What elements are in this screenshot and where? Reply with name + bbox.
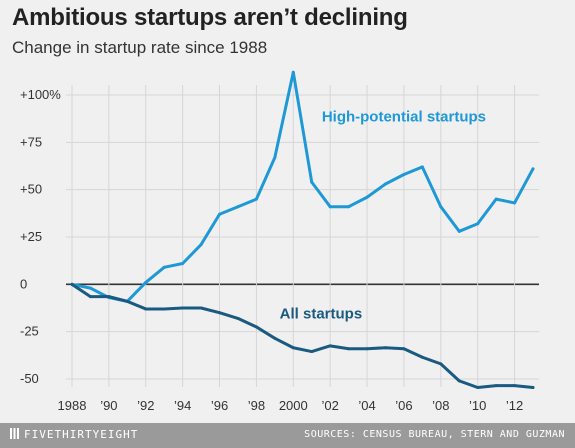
high-potential-startups-point (162, 265, 166, 269)
x-tick-label: 1988 (58, 398, 87, 413)
all-startups-line (70, 282, 535, 390)
high-potential-startups-point (310, 180, 314, 184)
all-startups-point (144, 307, 148, 311)
high-potential-startups-line (70, 70, 535, 303)
all-startups-point (328, 344, 332, 348)
x-tick-label: ’90 (100, 398, 117, 413)
high-potential-startups-point (439, 205, 443, 209)
high-potential-startups-point (383, 182, 387, 186)
all-startups-point (181, 306, 185, 310)
y-tick-label: +50 (20, 182, 42, 197)
brand-label: FIVETHIRTYEIGHT (24, 428, 139, 441)
y-tick-label: +75 (20, 134, 42, 149)
high-potential-startups-point (494, 197, 498, 201)
all-startups-point (494, 384, 498, 388)
high-potential-startups-point (199, 243, 203, 247)
all-startups-point (383, 346, 387, 350)
all-startups-point (420, 355, 424, 359)
y-tick-label: +100% (20, 87, 61, 102)
high-potential-startups-point (457, 229, 461, 233)
x-tick-label: ’94 (174, 398, 191, 413)
all-startups-point (439, 362, 443, 366)
footer-bar: FIVETHIRTYEIGHT SOURCES: CENSUS BUREAU, … (0, 423, 575, 448)
all-startups-point (402, 347, 406, 351)
all-startups-point (162, 307, 166, 311)
x-tick-label: ’02 (321, 398, 338, 413)
high-potential-startups-point (218, 212, 222, 216)
high-potential-startups-point (328, 205, 332, 209)
high-potential-startups-label: High-potential startups (322, 109, 486, 126)
brand: FIVETHIRTYEIGHT (10, 428, 138, 441)
high-potential-startups-point (236, 205, 240, 209)
x-tick-label: 2000 (279, 398, 308, 413)
all-startups-point (310, 350, 314, 354)
high-potential-startups-point (476, 222, 480, 226)
all-startups-point (218, 311, 222, 315)
y-tick-label: +25 (20, 229, 42, 244)
x-tick-label: ’12 (506, 398, 523, 413)
high-potential-startups-point (273, 155, 277, 159)
chart-subtitle: Change in startup rate since 1988 (12, 38, 268, 57)
fivethirtyeight-logo-icon (10, 428, 19, 439)
chart-title: Ambitious startups aren’t declining (12, 4, 408, 31)
all-startups-point (88, 295, 92, 299)
all-startups-point (236, 316, 240, 320)
x-tick-label: ’06 (395, 398, 412, 413)
high-potential-startups-point (88, 286, 92, 290)
all-startups-point (291, 346, 295, 350)
x-tick-label: ’98 (248, 398, 265, 413)
high-potential-startups-point (531, 167, 535, 171)
high-potential-startups-point (291, 70, 295, 74)
high-potential-startups-point (254, 197, 258, 201)
all-startups-point (457, 379, 461, 383)
all-startups-point (125, 299, 129, 303)
sources-credit: SOURCES: CENSUS BUREAU, STERN AND GUZMAN (304, 429, 565, 440)
x-tick-label: ’04 (358, 398, 375, 413)
high-potential-startups-point (181, 262, 185, 266)
all-startups-point (513, 384, 517, 388)
all-startups-point (347, 347, 351, 351)
all-startups-point (531, 386, 535, 390)
high-potential-startups-point (144, 280, 148, 284)
high-potential-startups-point (420, 165, 424, 169)
y-tick-label: 0 (20, 276, 27, 291)
x-tick-label: ’08 (432, 398, 449, 413)
all-startups-label: All startups (280, 305, 363, 322)
high-potential-startups-point (365, 195, 369, 199)
y-tick-label: -25 (20, 324, 39, 339)
all-startups-point (70, 282, 74, 286)
high-potential-startups-point (402, 173, 406, 177)
line-chart: +100% +75 +50 +25 0 -25 -50 1988 ’90 ’92 ’94 ’96 ’98… (20, 70, 539, 413)
all-startups-point (365, 347, 369, 351)
high-potential-startups-point (347, 205, 351, 209)
all-startups-point (476, 386, 480, 390)
all-startups-point (254, 325, 258, 329)
x-tick-label: ’10 (469, 398, 486, 413)
y-tick-label: -50 (20, 371, 39, 386)
all-startups-point (273, 336, 277, 340)
high-potential-startups-point (513, 201, 517, 205)
all-startups-point (107, 295, 111, 299)
x-tick-label: ’96 (211, 398, 228, 413)
x-tick-label: ’92 (137, 398, 154, 413)
all-startups-point (199, 306, 203, 310)
